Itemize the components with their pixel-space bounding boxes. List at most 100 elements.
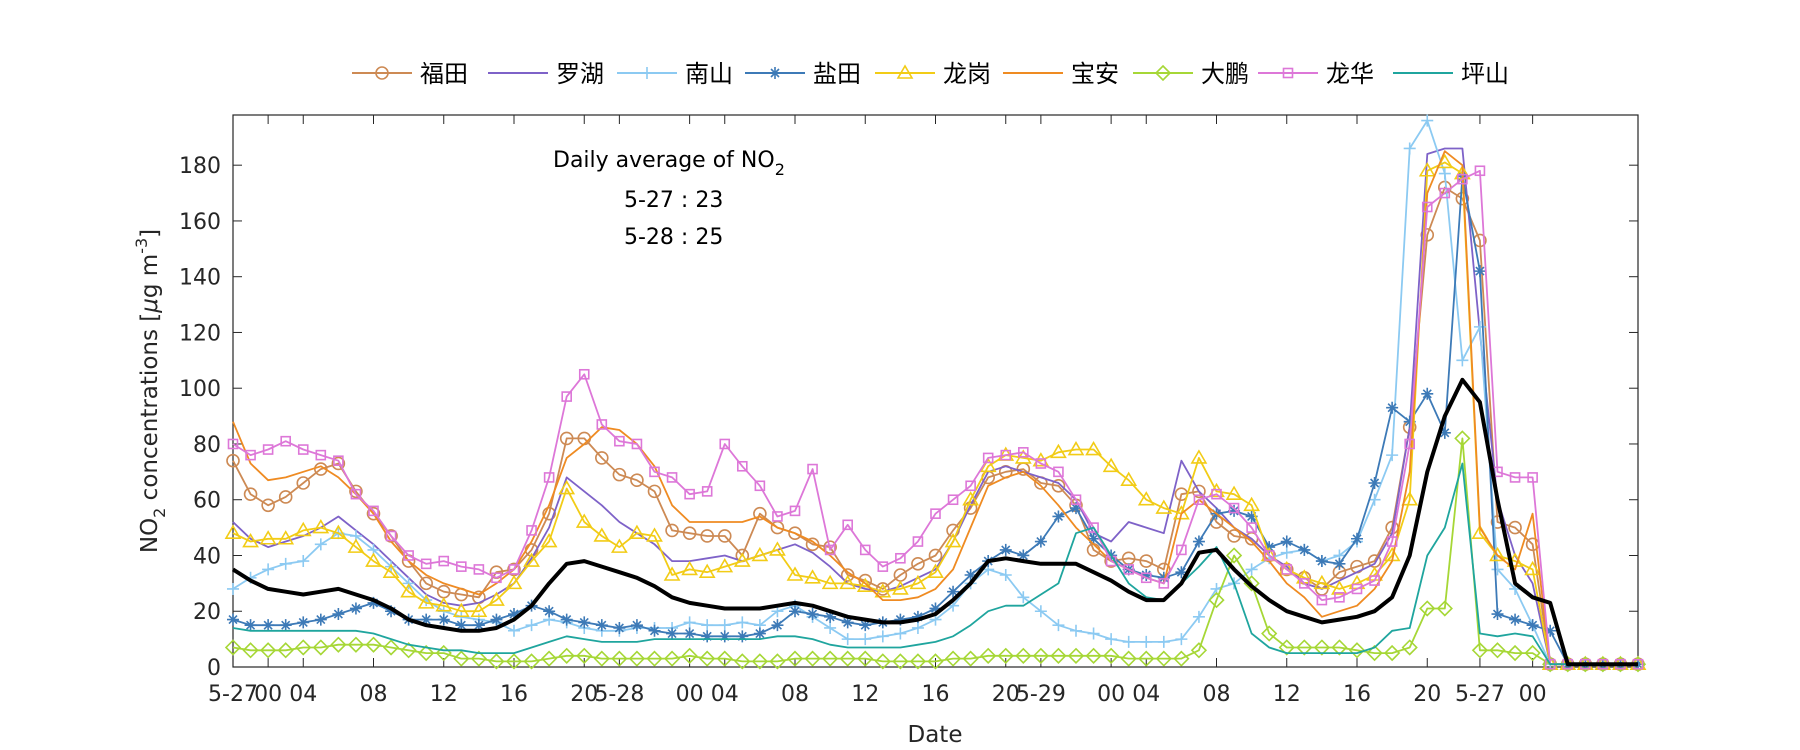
series-7-point — [751, 653, 769, 670]
x-tick-label: 04 — [711, 682, 739, 707]
series-1-point — [349, 484, 363, 499]
series-1-point — [805, 537, 820, 552]
series-1-point — [278, 490, 293, 504]
legend-marker — [375, 66, 389, 80]
series-5-point — [856, 577, 874, 592]
series-5-point — [294, 521, 312, 537]
series-8-line — [232, 169, 1638, 666]
series-8-point — [1299, 578, 1310, 589]
x-tick-label: 16 — [922, 682, 950, 707]
series-4-point — [701, 630, 714, 643]
series-8-point — [227, 438, 239, 450]
series-7-point — [558, 647, 575, 664]
series-7-point — [1471, 642, 1489, 659]
series-4-point — [560, 613, 573, 626]
series-layer — [224, 114, 1647, 673]
series-1-point — [682, 526, 697, 540]
series-7-point — [295, 639, 312, 656]
series-5-point — [1418, 162, 1436, 177]
series-4-point — [349, 602, 362, 615]
series-3-point — [227, 582, 239, 595]
series-7-point — [927, 653, 944, 670]
series-8-point — [754, 480, 766, 492]
series-7-point — [892, 653, 909, 670]
series-7-point — [1120, 650, 1137, 667]
series-7-point — [224, 639, 242, 656]
series-4-point — [1298, 543, 1311, 556]
series-7-point — [453, 650, 470, 667]
x-tick-label: 5-27 — [1455, 682, 1505, 707]
series-8-point — [789, 505, 801, 517]
series-4-point — [1070, 502, 1082, 515]
series-7-point — [505, 653, 523, 670]
series-4-point — [508, 608, 520, 621]
series-1-point — [595, 451, 609, 465]
series-4-point — [1017, 549, 1030, 562]
series-4-point — [841, 616, 854, 629]
series-8-point — [1140, 572, 1152, 584]
series-8-point — [614, 435, 625, 447]
series-4-point — [947, 585, 960, 598]
x-tick-label: 12 — [851, 682, 879, 707]
series-8-point — [1070, 494, 1082, 506]
x-tick-label: 16 — [1343, 682, 1371, 707]
series-7-point — [769, 653, 786, 670]
x-tick-label: 08 — [360, 682, 388, 707]
series-8-point — [719, 438, 731, 450]
series-7-point — [839, 650, 856, 667]
series-5-point — [1331, 580, 1348, 595]
series-8-point — [1334, 592, 1345, 603]
series-1-point — [542, 506, 556, 521]
series-7-point — [1085, 647, 1102, 664]
series-5-point — [610, 538, 628, 553]
series-8-point — [930, 508, 941, 519]
plot-area — [232, 114, 1639, 668]
series-5-point — [716, 558, 734, 573]
series-5-point — [1524, 560, 1542, 576]
series-5-point — [1172, 505, 1190, 520]
x-tick-label: 5-29 — [1016, 682, 1066, 707]
series-5-point — [347, 538, 365, 553]
series-7-point — [1278, 639, 1295, 656]
series-3-point — [1473, 320, 1486, 333]
series-7-point — [382, 639, 400, 656]
series-3-point — [1087, 627, 1100, 640]
series-4-point — [1438, 426, 1451, 439]
series-4-point — [1228, 504, 1241, 517]
series-5-point — [979, 457, 997, 473]
series-3-point — [1491, 563, 1504, 576]
x-tick-label: 5-28 — [594, 682, 644, 707]
series-4-point — [1052, 510, 1065, 523]
series-1-point — [1455, 191, 1470, 206]
series-5-point — [1102, 457, 1120, 473]
series-3-point — [1034, 605, 1047, 618]
x-tick-label: 00 — [254, 682, 282, 707]
series-8-point — [807, 463, 818, 475]
x-tick-label: 12 — [430, 682, 458, 707]
series-4-point — [1509, 613, 1522, 626]
x-tick-label: 04 — [289, 682, 317, 707]
series-5-point — [1085, 440, 1102, 456]
series-8-point — [543, 472, 555, 483]
series-8-point — [1018, 447, 1029, 458]
series-5-point — [1313, 574, 1331, 590]
series-5-line — [232, 161, 1638, 666]
series-7-point — [277, 642, 294, 659]
series-7-point — [857, 650, 874, 667]
series-8-point — [473, 564, 485, 575]
series-4-point — [1491, 608, 1504, 621]
legend-item: 南山 — [617, 60, 733, 88]
series-7-point — [1296, 639, 1313, 656]
series-5-point — [681, 560, 699, 576]
series-5-point — [400, 583, 418, 598]
series-3-point — [859, 633, 872, 646]
series-3-point — [683, 616, 696, 629]
series-3-point — [718, 619, 731, 632]
series-3-point — [1157, 635, 1170, 648]
series-4-point — [595, 619, 608, 632]
series-7 — [224, 430, 1647, 673]
series-5-point — [312, 519, 330, 534]
series-8-point — [842, 519, 853, 531]
series-3-point — [1052, 619, 1065, 632]
legend-marker — [641, 67, 653, 79]
